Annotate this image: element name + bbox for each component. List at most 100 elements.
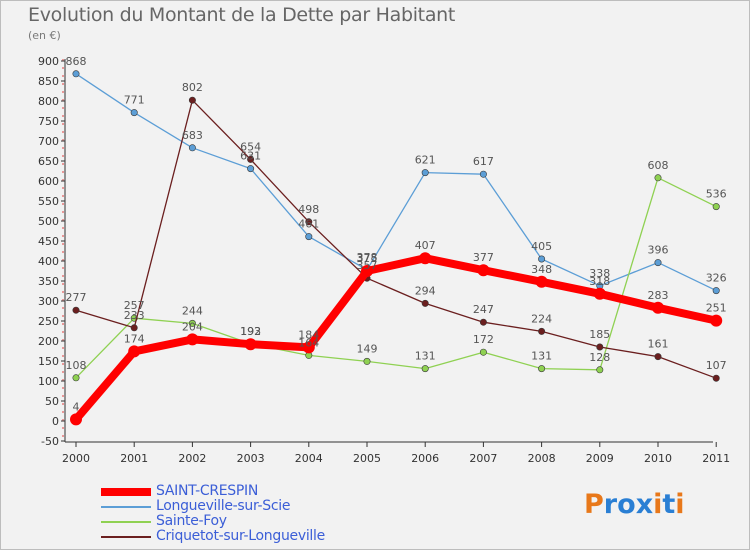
logo-letter: r — [603, 489, 618, 520]
data-label-saint-crespin: 192 — [240, 325, 261, 338]
data-label-longueville: 338 — [589, 267, 610, 280]
data-label-longueville: 683 — [182, 129, 203, 142]
data-label-criquetot: 654 — [240, 140, 261, 153]
data-label-saint-crespin: 204 — [182, 320, 203, 333]
data-label-saint-crespin: 407 — [415, 239, 436, 252]
data-label-criquetot: 498 — [298, 203, 319, 216]
data-label-longueville: 631 — [240, 150, 261, 163]
x-tick-label: 2006 — [411, 452, 439, 465]
series-line-saint-crespin — [72, 254, 721, 424]
data-label-longueville: 378 — [357, 251, 378, 264]
y-tick-label: 350 — [38, 275, 59, 288]
data-label-longueville: 868 — [66, 55, 87, 68]
data-point-saint-crespin — [477, 264, 490, 277]
x-tick-label: 2009 — [586, 452, 614, 465]
data-label-sainte-foy: 244 — [182, 304, 203, 317]
y-tick-label: 450 — [38, 235, 59, 248]
data-point-longueville — [479, 170, 487, 178]
legend-swatch-criquetot — [101, 536, 151, 538]
chart-subtitle: (en €) — [28, 29, 61, 42]
series-line-sainte-foy — [75, 177, 717, 379]
data-point-criquetot — [305, 218, 313, 226]
data-point-sainte-foy — [479, 348, 487, 356]
data-label-sainte-foy: 536 — [706, 188, 727, 201]
y-tick-label: 600 — [38, 175, 59, 188]
y-tick-label: 800 — [38, 95, 59, 108]
data-point-criquetot — [538, 327, 546, 335]
x-tick-label: 2007 — [469, 452, 497, 465]
x-tick-label: 2002 — [178, 452, 206, 465]
data-point-criquetot — [654, 353, 662, 361]
legend-label-saint-crespin: SAINT-CRESPIN — [156, 483, 259, 499]
data-point-saint-crespin — [593, 287, 606, 300]
data-point-sainte-foy — [654, 174, 662, 182]
y-tick-label: 650 — [38, 155, 59, 168]
legend-swatch-saint-crespin — [101, 488, 151, 496]
y-tick-label: 200 — [38, 335, 59, 348]
data-label-criquetot: 107 — [706, 359, 727, 372]
y-tick-label: -50 — [41, 435, 59, 448]
y-tick-label: 100 — [38, 375, 59, 388]
data-point-saint-crespin — [244, 338, 257, 351]
data-label-criquetot: 185 — [589, 328, 610, 341]
data-label-sainte-foy: 149 — [357, 342, 378, 355]
y-tick-label: 550 — [38, 195, 59, 208]
y-tick-label: 400 — [38, 255, 59, 268]
data-point-sainte-foy — [596, 366, 604, 374]
data-point-criquetot — [188, 96, 196, 104]
data-label-criquetot: 277 — [66, 291, 87, 304]
logo-letter: i — [653, 489, 663, 520]
data-label-longueville: 461 — [298, 218, 319, 231]
x-tick-label: 2004 — [295, 452, 323, 465]
y-tick-label: 500 — [38, 215, 59, 228]
data-point-sainte-foy — [421, 365, 429, 373]
data-label-longueville: 771 — [124, 94, 145, 107]
logo-letter: P — [584, 489, 604, 520]
legend-label-criquetot: Criquetot-sur-Longueville — [156, 528, 325, 544]
data-label-longueville: 326 — [706, 272, 727, 285]
data-label-saint-crespin: 377 — [473, 251, 494, 264]
data-point-saint-crespin — [70, 413, 82, 426]
data-label-saint-crespin: 348 — [531, 263, 552, 276]
x-tick-label: 2003 — [237, 452, 265, 465]
data-point-longueville — [305, 233, 313, 241]
data-label-sainte-foy: 164 — [298, 336, 319, 349]
data-point-saint-crespin — [710, 314, 723, 327]
data-point-longueville — [712, 287, 720, 295]
x-tick-label: 2005 — [353, 452, 381, 465]
data-label-sainte-foy: 257 — [124, 299, 145, 312]
y-tick-label: 150 — [38, 355, 59, 368]
logo-letter: x — [635, 489, 654, 520]
chart-title: Evolution du Montant de la Dette par Hab… — [28, 4, 456, 26]
data-point-sainte-foy — [188, 319, 196, 327]
data-point-longueville — [130, 109, 138, 117]
x-tick-label: 2001 — [120, 452, 148, 465]
legend-label-sainte-foy: Sainte-Foy — [156, 513, 227, 529]
logo-letter: t — [662, 489, 676, 520]
data-point-sainte-foy — [363, 357, 371, 365]
data-point-sainte-foy — [712, 203, 720, 211]
logo-letter: o — [617, 489, 636, 520]
series-line-criquetot — [75, 99, 717, 379]
data-point-longueville — [654, 259, 662, 267]
data-point-longueville — [421, 169, 429, 177]
data-label-saint-crespin: 375 — [357, 252, 378, 265]
data-point-saint-crespin — [186, 333, 199, 346]
data-label-saint-crespin: 184 — [298, 328, 319, 341]
y-tick-label: 700 — [38, 135, 59, 148]
data-label-criquetot: 802 — [182, 81, 203, 94]
data-point-longueville — [188, 144, 196, 152]
series-line-longueville — [75, 73, 717, 292]
data-point-saint-crespin — [128, 345, 141, 358]
data-label-sainte-foy: 128 — [589, 351, 610, 364]
data-point-saint-crespin — [535, 275, 548, 288]
logo-letter: i — [675, 489, 685, 520]
data-point-criquetot — [247, 155, 255, 163]
y-tick-label: 0 — [52, 415, 59, 428]
y-tick-label: 50 — [45, 395, 59, 408]
data-point-saint-crespin — [419, 252, 432, 265]
data-label-saint-crespin: 318 — [589, 275, 610, 288]
data-label-criquetot: 224 — [531, 312, 552, 325]
data-label-longueville: 617 — [473, 155, 494, 168]
x-tick-label: 2000 — [62, 452, 90, 465]
